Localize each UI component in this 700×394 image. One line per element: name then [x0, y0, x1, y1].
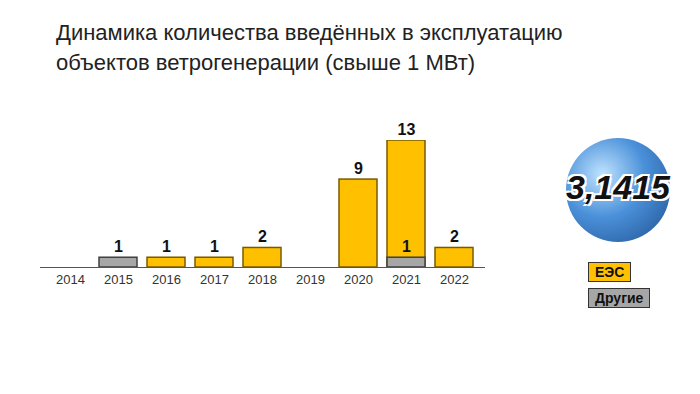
svg-text:9: 9 [354, 160, 363, 177]
svg-text:2021: 2021 [392, 272, 421, 287]
html-text:Другие: Другие [595, 290, 644, 306]
svg-text:2014: 2014 [56, 272, 85, 287]
svg-text:1: 1 [210, 238, 219, 255]
html-text:3,1415: 3,1415 [566, 168, 670, 206]
svg-text:1: 1 [162, 238, 171, 255]
html-text:ЕЭС: ЕЭС [595, 264, 625, 280]
svg-text:2022: 2022 [440, 272, 469, 287]
svg-text:2015: 2015 [104, 272, 133, 287]
svg-text:2: 2 [258, 228, 267, 245]
svg-text:1: 1 [402, 238, 411, 255]
html-text:Динамика количества введённых: Динамика количества введённых в эксплуат… [56, 20, 563, 75]
svg-text:2018: 2018 [248, 272, 277, 287]
svg-text:2017: 2017 [200, 272, 229, 287]
svg-text:2019: 2019 [296, 272, 325, 287]
svg-text:2: 2 [450, 228, 459, 245]
svg-text:2016: 2016 [152, 272, 181, 287]
svg-text:13: 13 [398, 121, 416, 138]
svg-text:1: 1 [114, 238, 123, 255]
svg-text:2020: 2020 [344, 272, 373, 287]
